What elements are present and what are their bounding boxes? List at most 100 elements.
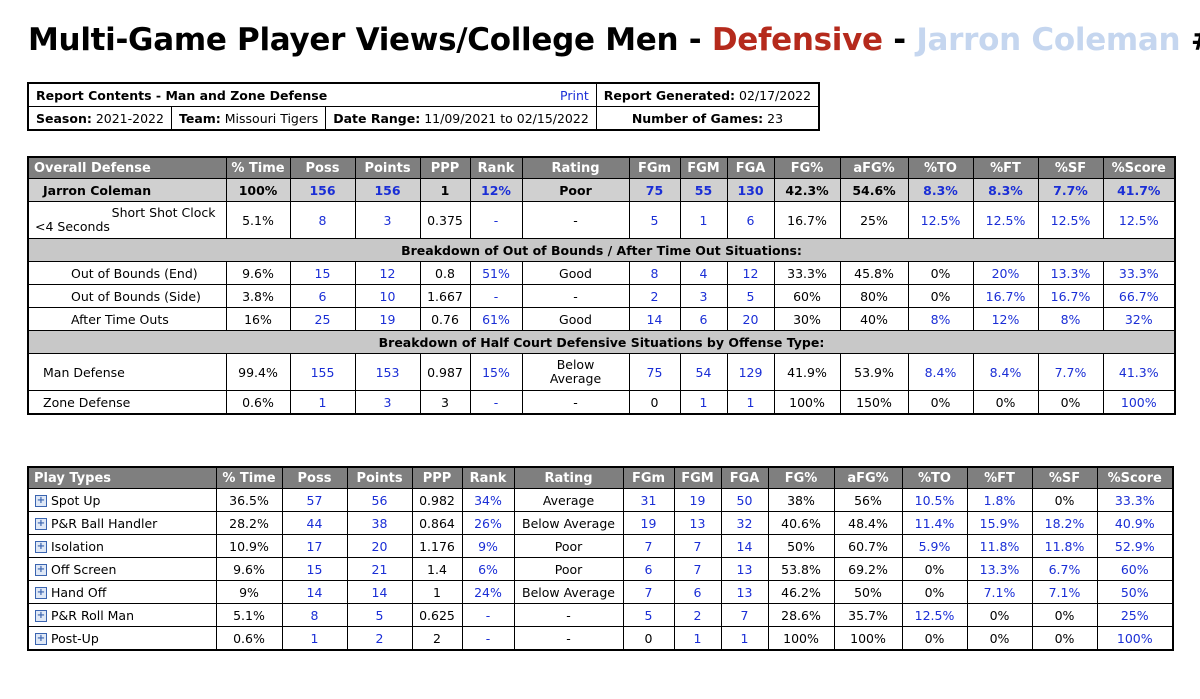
cell-points[interactable]: 19 <box>354 307 421 331</box>
cell-score-pct[interactable]: 100% <box>1096 626 1174 651</box>
cell-ft-pct[interactable]: 12% <box>972 307 1039 331</box>
cell-fgm[interactable]: 1 <box>673 626 722 651</box>
cell-points[interactable]: 20 <box>346 534 413 558</box>
cell-score-pct[interactable]: 41.3% <box>1102 353 1176 391</box>
expand-plus-icon[interactable]: + <box>35 518 47 530</box>
cell-sf-pct[interactable]: 8% <box>1037 307 1104 331</box>
cell-rank[interactable]: - <box>461 626 515 651</box>
cell-fgm[interactable]: 19 <box>673 488 722 512</box>
cell-points[interactable]: 153 <box>354 353 421 391</box>
cell-sf-pct[interactable]: 16.7% <box>1037 284 1104 308</box>
cell-fga[interactable]: 129 <box>726 353 775 391</box>
cell-ft-pct[interactable]: 13.3% <box>966 557 1033 581</box>
cell-sf-pct[interactable]: 7.1% <box>1031 580 1098 604</box>
cell-score-pct[interactable]: 33.3% <box>1102 261 1176 285</box>
cell-fgm[interactable]: 3 <box>679 284 728 308</box>
cell-fgm-made[interactable]: 2 <box>628 284 681 308</box>
cell-poss[interactable]: 14 <box>281 580 348 604</box>
row-label[interactable]: + Hand Off <box>27 580 217 604</box>
cell-fgm-made[interactable]: 19 <box>622 511 675 535</box>
cell-poss[interactable]: 1 <box>289 390 356 415</box>
cell-score-pct[interactable]: 25% <box>1096 603 1174 627</box>
cell-fgm[interactable]: 4 <box>679 261 728 285</box>
cell-fgm[interactable]: 6 <box>679 307 728 331</box>
cell-fgm[interactable]: 54 <box>679 353 728 391</box>
expand-plus-icon[interactable]: + <box>35 633 47 645</box>
cell-rank[interactable]: 61% <box>469 307 523 331</box>
cell-ft-pct[interactable]: 16.7% <box>972 284 1039 308</box>
row-label[interactable]: + Post-Up <box>27 626 217 651</box>
cell-points[interactable]: 14 <box>346 580 413 604</box>
cell-to-pct[interactable]: 5.9% <box>901 534 968 558</box>
cell-points[interactable]: 5 <box>346 603 413 627</box>
cell-points[interactable]: 156 <box>354 178 421 202</box>
cell-points[interactable]: 3 <box>354 390 421 415</box>
row-label[interactable]: + Spot Up <box>27 488 217 512</box>
cell-fgm-made[interactable]: 75 <box>628 353 681 391</box>
cell-fga[interactable]: 50 <box>720 488 769 512</box>
row-label[interactable]: + P&R Ball Handler <box>27 511 217 535</box>
row-label[interactable]: + Isolation <box>27 534 217 558</box>
cell-fgm-made[interactable]: 6 <box>622 557 675 581</box>
cell-sf-pct[interactable]: 6.7% <box>1031 557 1098 581</box>
cell-fgm-made[interactable]: 31 <box>622 488 675 512</box>
cell-poss[interactable]: 1 <box>281 626 348 651</box>
cell-fgm-made[interactable]: 5 <box>628 201 681 239</box>
cell-poss[interactable]: 57 <box>281 488 348 512</box>
cell-fgm-made[interactable]: 14 <box>628 307 681 331</box>
cell-fgm-made[interactable]: 8 <box>628 261 681 285</box>
cell-points[interactable]: 2 <box>346 626 413 651</box>
cell-fgm[interactable]: 2 <box>673 603 722 627</box>
cell-sf-pct[interactable]: 13.3% <box>1037 261 1104 285</box>
cell-fgm[interactable]: 7 <box>673 534 722 558</box>
cell-fgm[interactable]: 7 <box>673 557 722 581</box>
row-label[interactable]: + P&R Roll Man <box>27 603 217 627</box>
cell-score-pct[interactable]: 100% <box>1102 390 1176 415</box>
cell-poss[interactable]: 155 <box>289 353 356 391</box>
cell-score-pct[interactable]: 66.7% <box>1102 284 1176 308</box>
cell-fga[interactable]: 6 <box>726 201 775 239</box>
cell-score-pct[interactable]: 32% <box>1102 307 1176 331</box>
cell-points[interactable]: 56 <box>346 488 413 512</box>
cell-rank[interactable]: - <box>469 201 523 239</box>
cell-to-pct[interactable]: 11.4% <box>901 511 968 535</box>
expand-plus-icon[interactable]: + <box>35 564 47 576</box>
cell-to-pct[interactable]: 12.5% <box>901 603 968 627</box>
cell-sf-pct[interactable]: 11.8% <box>1031 534 1098 558</box>
cell-to-pct[interactable]: 12.5% <box>907 201 974 239</box>
cell-fgm-made[interactable]: 7 <box>622 534 675 558</box>
cell-fga[interactable]: 13 <box>720 557 769 581</box>
cell-poss[interactable]: 17 <box>281 534 348 558</box>
cell-ft-pct[interactable]: 8.3% <box>972 178 1039 202</box>
cell-ft-pct[interactable]: 8.4% <box>972 353 1039 391</box>
cell-fgm[interactable]: 6 <box>673 580 722 604</box>
cell-rank[interactable]: - <box>469 284 523 308</box>
cell-fga[interactable]: 32 <box>720 511 769 535</box>
cell-ft-pct[interactable]: 12.5% <box>972 201 1039 239</box>
cell-score-pct[interactable]: 41.7% <box>1102 178 1176 202</box>
cell-poss[interactable]: 44 <box>281 511 348 535</box>
cell-fgm[interactable]: 13 <box>673 511 722 535</box>
cell-sf-pct[interactable]: 7.7% <box>1037 353 1104 391</box>
cell-to-pct[interactable]: 10.5% <box>901 488 968 512</box>
cell-fga[interactable]: 1 <box>720 626 769 651</box>
cell-ft-pct[interactable]: 1.8% <box>966 488 1033 512</box>
cell-fgm[interactable]: 55 <box>679 178 728 202</box>
cell-fgm[interactable]: 1 <box>679 390 728 415</box>
expand-plus-icon[interactable]: + <box>35 610 47 622</box>
cell-fga[interactable]: 13 <box>720 580 769 604</box>
cell-points[interactable]: 38 <box>346 511 413 535</box>
cell-fga[interactable]: 1 <box>726 390 775 415</box>
cell-fgm-made[interactable]: 5 <box>622 603 675 627</box>
cell-poss[interactable]: 15 <box>289 261 356 285</box>
cell-to-pct[interactable]: 8% <box>907 307 974 331</box>
cell-rank[interactable]: 51% <box>469 261 523 285</box>
cell-ft-pct[interactable]: 11.8% <box>966 534 1033 558</box>
cell-points[interactable]: 10 <box>354 284 421 308</box>
cell-poss[interactable]: 8 <box>289 201 356 239</box>
cell-fga[interactable]: 12 <box>726 261 775 285</box>
expand-plus-icon[interactable]: + <box>35 587 47 599</box>
cell-poss[interactable]: 8 <box>281 603 348 627</box>
cell-to-pct[interactable]: 8.4% <box>907 353 974 391</box>
cell-score-pct[interactable]: 40.9% <box>1096 511 1174 535</box>
